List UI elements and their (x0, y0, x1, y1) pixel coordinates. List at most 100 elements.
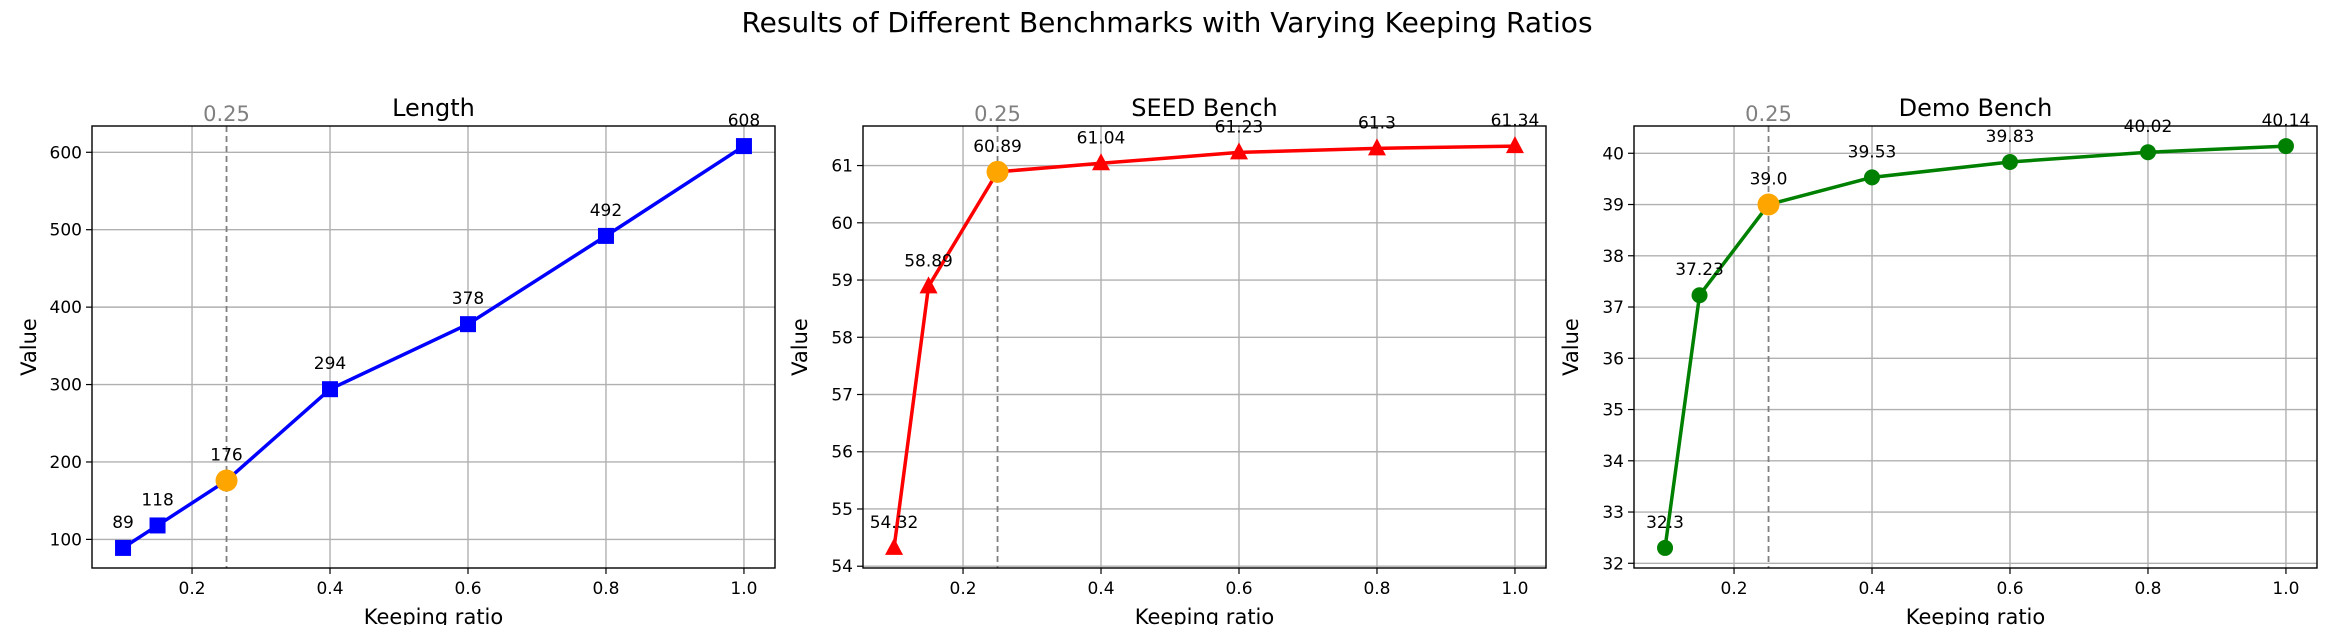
point-value-label: 54.32 (870, 513, 919, 533)
x-tick-label: 0.2 (1721, 579, 1748, 599)
y-tick-label: 400 (50, 298, 82, 318)
data-point (735, 138, 752, 155)
x-axis-label: Keeping ratio (364, 605, 503, 625)
point-value-label: 39.83 (1986, 127, 2035, 147)
point-value-label: 40.14 (2262, 111, 2311, 131)
y-tick-label: 500 (50, 221, 82, 241)
x-tick-label: 0.4 (1087, 579, 1114, 599)
y-tick-label: 39 (1602, 196, 1624, 216)
point-value-label: 118 (141, 490, 173, 510)
data-point (597, 227, 614, 244)
x-tick-label: 0.8 (1363, 579, 1390, 599)
point-value-label: 61.04 (1077, 128, 1126, 148)
x-tick-label: 1.0 (1501, 579, 1528, 599)
data-point (1657, 539, 1674, 556)
point-value-label: 58.89 (904, 251, 953, 271)
x-tick-label: 0.2 (179, 579, 206, 599)
x-axis-label: Keeping ratio (1906, 605, 2045, 625)
point-value-label: 37.23 (1675, 260, 1724, 280)
data-point (2277, 138, 2294, 155)
y-tick-label: 58 (831, 328, 853, 348)
point-value-label: 89 (112, 513, 134, 533)
data-point (2139, 144, 2156, 161)
chart-panel-2: 0.2 0.4 0.6 0.8 1.0 54 55 56 57 58 59 60 61 0.25 54.32… (788, 94, 1547, 625)
data-point (1505, 136, 1524, 154)
x-tick-label: 0.6 (454, 579, 481, 599)
highlight-point (1757, 193, 1780, 216)
reference-line-label: 0.25 (1745, 102, 1792, 126)
x-tick-label: 1.0 (2272, 579, 2299, 599)
x-tick-label: 0.2 (950, 579, 977, 599)
plot-frame (91, 125, 776, 569)
point-value-label: 32.3 (1646, 513, 1684, 533)
point-value-label: 378 (452, 289, 484, 309)
point-value-label: 61.34 (1491, 111, 1540, 131)
reference-line-label: 0.25 (203, 102, 250, 126)
y-axis-label: Value (788, 318, 812, 376)
data-point (1092, 153, 1111, 171)
chart-title: Length (392, 94, 475, 122)
y-tick-label: 200 (50, 453, 82, 473)
point-value-label: 39.0 (1750, 170, 1788, 190)
y-tick-label: 40 (1602, 144, 1624, 164)
x-tick-label: 0.6 (1225, 579, 1252, 599)
data-point (1691, 287, 1708, 304)
x-tick-label: 1.0 (730, 579, 757, 599)
data-point (1367, 138, 1386, 156)
x-tick-label: 0.4 (316, 579, 343, 599)
y-axis-label: Value (1559, 318, 1583, 376)
y-tick-label: 600 (50, 143, 82, 163)
chart-title: SEED Bench (1131, 94, 1278, 122)
y-tick-label: 34 (1602, 452, 1624, 472)
point-value-label: 176 (210, 446, 242, 466)
data-point (1229, 142, 1248, 160)
series-line (122, 144, 745, 550)
point-value-label: 61.3 (1358, 113, 1396, 133)
data-point (2001, 153, 2018, 170)
series-line (892, 144, 1515, 549)
data-point (149, 517, 166, 534)
y-tick-label: 32 (1602, 554, 1624, 574)
y-tick-label: 38 (1602, 247, 1624, 267)
highlight-point (986, 160, 1009, 183)
data-point (919, 276, 938, 294)
data-point (459, 316, 476, 333)
reference-line-label: 0.25 (974, 102, 1021, 126)
point-value-label: 40.02 (2124, 117, 2173, 137)
point-value-label: 492 (590, 201, 622, 221)
chart-panel-3: 0.2 0.4 0.6 0.8 1.0 32 33 34 35 36 37 38 39 40 0.25 32.… (1559, 94, 2318, 625)
highlight-point (215, 469, 238, 492)
point-value-label: 61.23 (1215, 117, 1264, 137)
y-tick-label: 37 (1602, 298, 1624, 318)
figure-title: Results of Different Benchmarks with Var… (741, 6, 1592, 39)
y-tick-label: 33 (1602, 503, 1624, 523)
x-tick-label: 0.8 (592, 579, 619, 599)
y-axis-label: Value (17, 318, 41, 376)
data-point (1864, 169, 1881, 186)
y-tick-label: 35 (1602, 401, 1624, 421)
y-tick-label: 100 (50, 530, 82, 550)
y-tick-label: 54 (831, 557, 853, 577)
point-value-label: 294 (314, 354, 346, 374)
data-point (885, 537, 904, 555)
x-tick-label: 0.8 (2134, 579, 2161, 599)
y-tick-label: 59 (831, 271, 853, 291)
point-value-label: 608 (728, 111, 760, 131)
y-tick-label: 60 (831, 214, 853, 234)
plot-frame (862, 125, 1547, 569)
data-point (322, 381, 339, 398)
data-point (115, 539, 132, 556)
chart-title: Demo Bench (1899, 94, 2053, 122)
y-tick-label: 55 (831, 500, 853, 520)
y-tick-label: 300 (50, 376, 82, 396)
plot-frame (1633, 125, 2318, 569)
x-axis-label: Keeping ratio (1135, 605, 1274, 625)
chart-panel-1: 0.2 0.4 0.6 0.8 1.0 100 200 300 400 500 600 0.25 89 1… (17, 94, 776, 625)
x-tick-label: 0.6 (1996, 579, 2023, 599)
y-tick-label: 57 (831, 386, 853, 406)
y-tick-label: 36 (1602, 349, 1624, 369)
point-value-label: 60.89 (973, 137, 1022, 157)
y-tick-label: 61 (831, 157, 853, 177)
y-tick-label: 56 (831, 443, 853, 463)
